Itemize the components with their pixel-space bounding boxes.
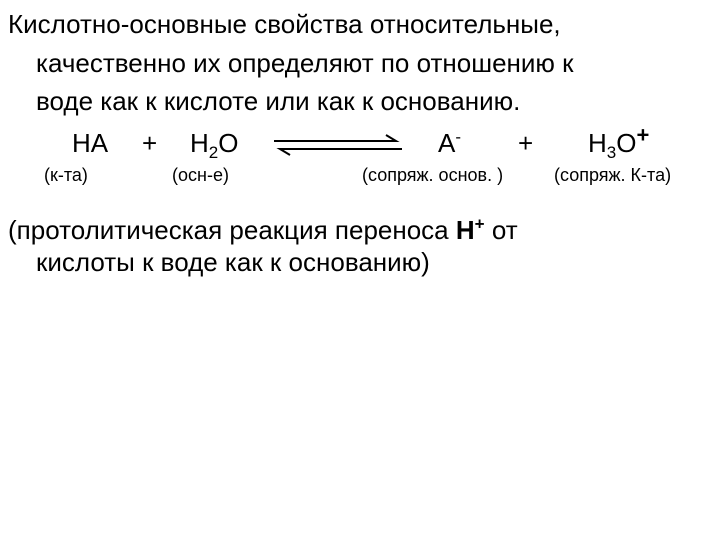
para2-line1: (протолитическая реакция переноса Н+ от: [8, 214, 712, 247]
intro-line2: качественно их определяют по отношению к: [8, 47, 712, 80]
para2-plus: +: [475, 214, 485, 233]
label-kta: (к-та): [44, 166, 88, 184]
para2-line2: кислоты к воде как к основанию): [8, 246, 712, 279]
eq-plus2: +: [518, 130, 533, 156]
para2-l1b: от: [485, 215, 518, 245]
para2-Hplus: Н+: [456, 215, 485, 245]
eq-H3: H: [588, 128, 607, 158]
intro-line1: Кислотно-основные свойства относительные…: [8, 8, 712, 41]
equation-row: HA + H2O A- + H3O+: [8, 124, 712, 166]
slide: Кислотно-основные свойства относительные…: [0, 0, 720, 540]
eq-sub2: 2: [209, 143, 218, 162]
eq-H: H: [190, 128, 209, 158]
label-sopr-kta: (сопряж. К-та): [554, 166, 671, 184]
labels-row: (к-та) (осн-е) (сопряж. основ. ) (сопряж…: [8, 166, 712, 192]
eq-sub3: 3: [607, 143, 616, 162]
eq-Aminus: A-: [438, 130, 461, 156]
eq-HA: HA: [72, 130, 108, 156]
para2-l1a: (протолитическая реакция переноса: [8, 215, 456, 245]
eq-A: A: [438, 128, 455, 158]
eq-H2O: H2O: [190, 130, 238, 156]
eq-plus1: +: [142, 130, 157, 156]
label-sopr-osnov: (сопряж. основ. ): [362, 166, 503, 184]
label-osne: (осн-е): [172, 166, 229, 184]
eq-O1: O: [218, 128, 238, 158]
intro-line3: воде как к кислоте или как к основанию.: [8, 85, 712, 118]
eq-O2: O: [616, 128, 636, 158]
para2-H: Н: [456, 215, 475, 245]
eq-pluscharge: +: [636, 122, 649, 147]
eq-minus: -: [455, 127, 461, 146]
equilibrium-arrow-icon: [268, 132, 408, 158]
eq-H3Oplus: H3O+: [588, 130, 649, 156]
